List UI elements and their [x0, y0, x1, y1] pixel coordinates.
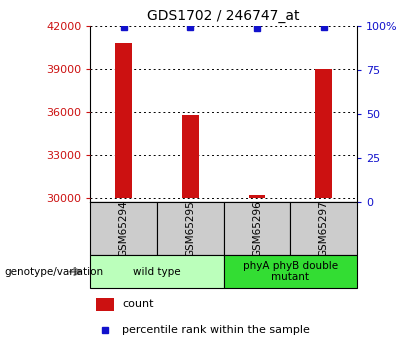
Bar [90, 202, 157, 255]
Title: GDS1702 / 246747_at: GDS1702 / 246747_at [147, 9, 300, 23]
Text: GSM65296: GSM65296 [252, 200, 262, 257]
Text: count: count [122, 299, 154, 309]
Text: wild type: wild type [133, 267, 181, 277]
Bar [96, 298, 114, 310]
Text: GSM65295: GSM65295 [185, 200, 195, 257]
Text: GSM65297: GSM65297 [319, 200, 329, 257]
Bar [157, 202, 223, 255]
Bar [249, 195, 265, 198]
Bar [90, 255, 223, 288]
Text: GSM65294: GSM65294 [118, 200, 129, 257]
Text: genotype/variation: genotype/variation [4, 267, 103, 277]
Bar [182, 115, 199, 198]
Bar [315, 69, 332, 198]
Text: percentile rank within the sample: percentile rank within the sample [122, 325, 310, 335]
Bar [290, 202, 357, 255]
Text: phyA phyB double
mutant: phyA phyB double mutant [243, 261, 338, 283]
Bar [223, 202, 290, 255]
Bar [223, 255, 357, 288]
Bar [116, 43, 132, 198]
